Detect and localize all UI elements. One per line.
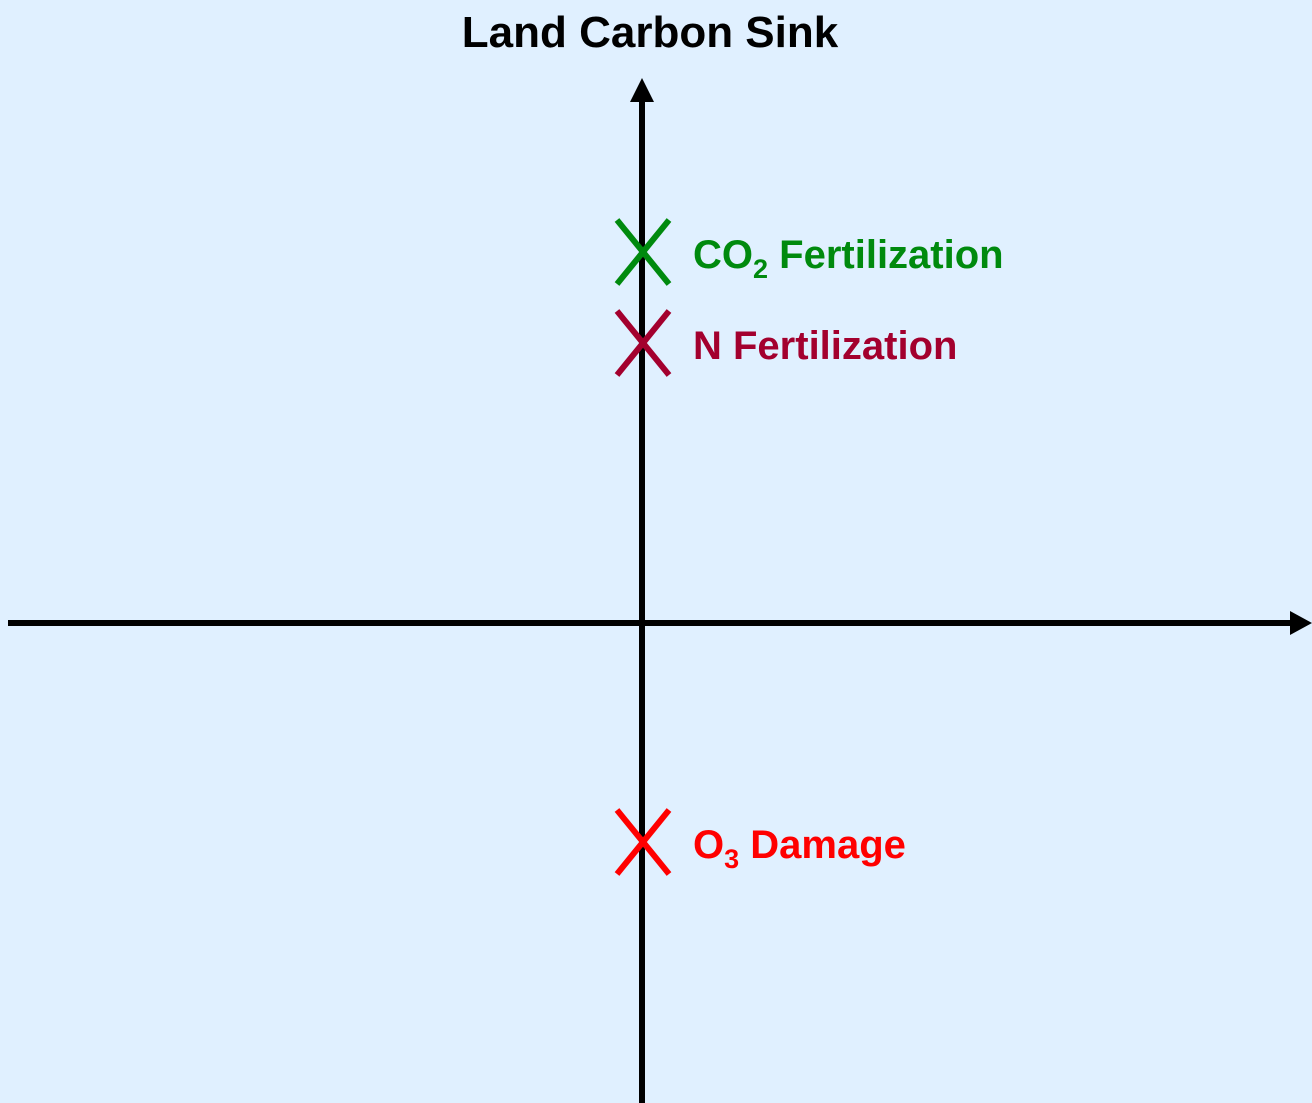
x-stroke bbox=[614, 808, 672, 876]
markers: CO2 Fertilization N Fertilization O3 Damag… bbox=[614, 218, 1004, 876]
marker: O3 Damage bbox=[614, 808, 906, 876]
label-text: O bbox=[693, 823, 724, 867]
label-suffix: Damage bbox=[739, 823, 906, 867]
marker: CO2 Fertilization bbox=[614, 218, 1004, 286]
x-stroke bbox=[614, 309, 672, 377]
marker-label: O3 Damage bbox=[693, 823, 906, 874]
label-subscript: 3 bbox=[724, 844, 739, 874]
label-text: N Fertilization bbox=[693, 324, 957, 368]
label-subscript: 2 bbox=[753, 254, 768, 284]
marker: N Fertilization bbox=[614, 309, 957, 377]
vertical-arrow bbox=[630, 78, 654, 102]
label-text: CO bbox=[693, 233, 753, 277]
label-suffix: Fertilization bbox=[768, 233, 1004, 277]
marker-label: CO2 Fertilization bbox=[693, 233, 1004, 284]
x-stroke bbox=[614, 218, 672, 286]
title: Land Carbon Sink bbox=[462, 8, 839, 57]
horizontal-arrow bbox=[1290, 611, 1312, 635]
marker-label: N Fertilization bbox=[693, 324, 957, 368]
